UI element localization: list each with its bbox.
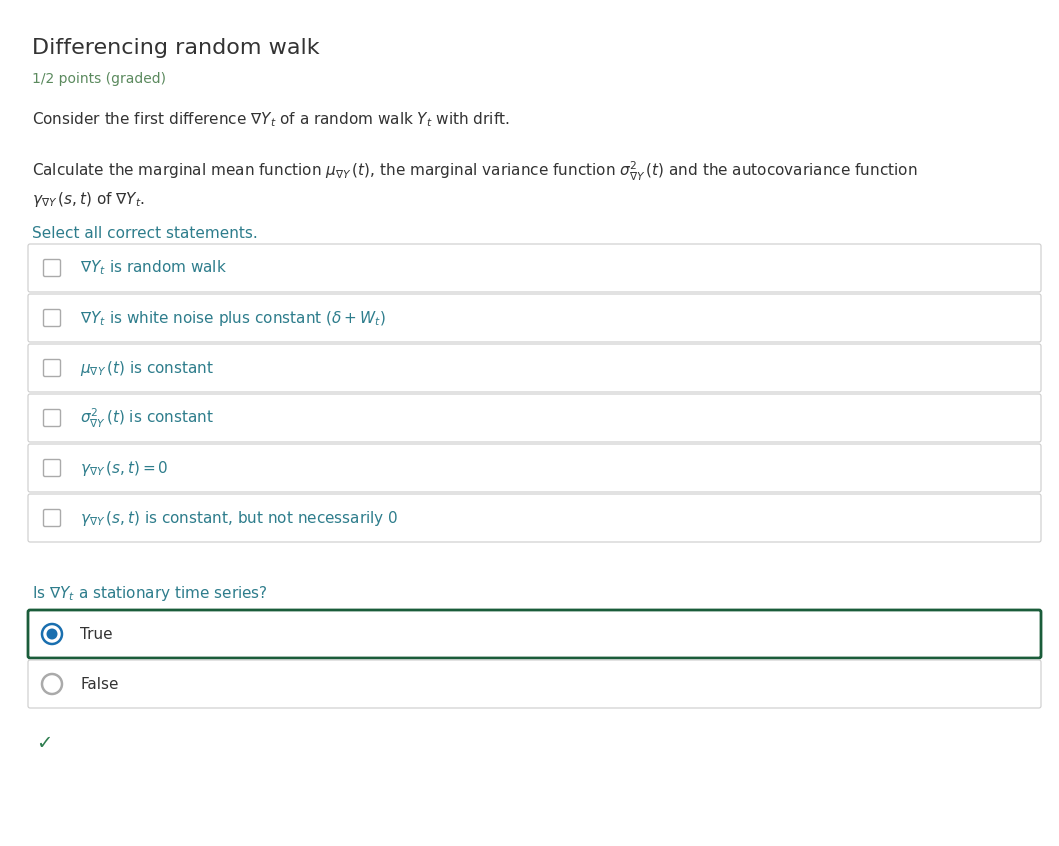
Text: $\gamma_{\nabla Y}\,(s,t) = 0$: $\gamma_{\nabla Y}\,(s,t) = 0$ [80,459,168,477]
Circle shape [47,629,57,640]
Text: Is $\nabla Y_t$ a stationary time series?: Is $\nabla Y_t$ a stationary time series… [32,584,268,603]
FancyBboxPatch shape [28,494,1041,542]
FancyBboxPatch shape [43,509,60,526]
FancyBboxPatch shape [43,260,60,277]
Text: 1/2 points (graded): 1/2 points (graded) [32,72,166,86]
FancyBboxPatch shape [28,444,1041,492]
FancyBboxPatch shape [28,244,1041,292]
FancyBboxPatch shape [43,360,60,376]
FancyBboxPatch shape [28,344,1041,392]
FancyBboxPatch shape [28,394,1041,442]
Text: True: True [80,627,112,641]
FancyBboxPatch shape [28,610,1041,658]
FancyBboxPatch shape [28,294,1041,342]
FancyBboxPatch shape [43,310,60,327]
Text: $\mu_{\nabla Y}\,(t)$ is constant: $\mu_{\nabla Y}\,(t)$ is constant [80,359,214,377]
FancyBboxPatch shape [43,409,60,426]
Text: $\nabla Y_t$ is white noise plus constant $(\delta + W_t)$: $\nabla Y_t$ is white noise plus constan… [80,309,385,327]
Text: Differencing random walk: Differencing random walk [32,38,320,58]
Circle shape [42,624,62,644]
FancyBboxPatch shape [28,660,1041,708]
FancyBboxPatch shape [43,459,60,476]
Text: $\nabla Y_t$ is random walk: $\nabla Y_t$ is random walk [80,259,227,277]
Text: Consider the first difference $\nabla Y_t$ of a random walk $Y_t$ with drift.: Consider the first difference $\nabla Y_… [32,110,509,129]
Text: $\sigma^2_{\nabla Y}\,(t)$ is constant: $\sigma^2_{\nabla Y}\,(t)$ is constant [80,406,214,430]
Text: $\gamma_{\nabla Y}\,(s,t)$ is constant, but not necessarily 0: $\gamma_{\nabla Y}\,(s,t)$ is constant, … [80,508,398,528]
Text: Select all correct statements.: Select all correct statements. [32,226,257,241]
Text: ✓: ✓ [36,734,52,753]
Text: Calculate the marginal mean function $\mu_{\nabla Y}\,(t)$, the marginal varianc: Calculate the marginal mean function $\m… [32,160,917,184]
Text: $\gamma_{\nabla Y}\,(s,t)$ of $\nabla Y_t$.: $\gamma_{\nabla Y}\,(s,t)$ of $\nabla Y_… [32,190,145,209]
Circle shape [42,674,62,694]
Text: False: False [80,677,119,691]
